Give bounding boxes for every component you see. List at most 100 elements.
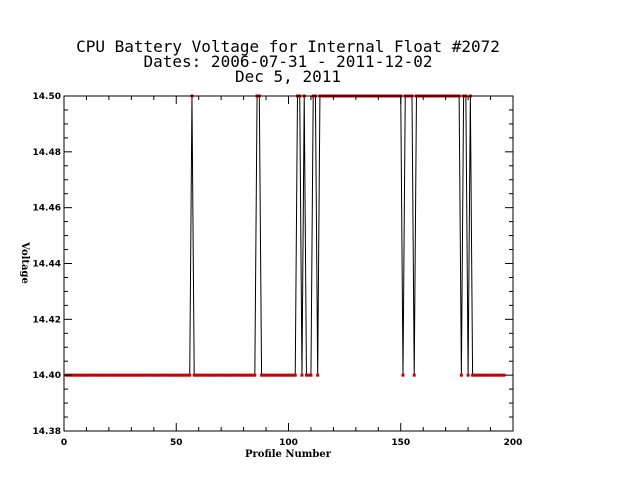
x-tick-label-200: 200: [504, 438, 523, 448]
data-point-70: [219, 373, 223, 377]
data-point-106: [300, 373, 304, 377]
data-point-29: [127, 373, 131, 377]
data-point-95: [275, 373, 279, 377]
data-point-196: [502, 373, 506, 377]
data-point-88: [260, 373, 264, 377]
data-point-31: [132, 373, 136, 377]
data-point-51: [177, 373, 180, 377]
data-point-40: [152, 373, 156, 377]
chart-title-line-3: Dec 5, 2011: [235, 67, 341, 86]
chart-title-line-2: Dates: 2006-07-31 - 2011-12-02: [144, 52, 433, 71]
y-tick-label-14.44: 14.44: [33, 260, 61, 270]
data-point-21: [109, 373, 113, 377]
data-point-67: [212, 373, 216, 377]
data-point-33: [136, 373, 140, 377]
data-point-73: [226, 373, 230, 377]
data-point-4: [71, 373, 75, 377]
data-point-156: [412, 373, 416, 377]
data-point-28: [125, 373, 129, 377]
data-point-39: [150, 373, 154, 377]
y-tick-label-14.46: 14.46: [33, 204, 61, 214]
data-point-11: [87, 373, 91, 377]
data-point-10: [84, 373, 88, 377]
x-axis-label: Profile Number: [245, 449, 332, 460]
data-point-190: [489, 373, 493, 377]
data-point-90: [264, 373, 268, 377]
data-point-9: [82, 373, 86, 377]
data-point-109: [307, 373, 311, 377]
data-point-183: [473, 373, 477, 377]
data-point-62: [201, 373, 205, 377]
data-point-108: [304, 373, 308, 377]
data-point-68: [215, 373, 219, 377]
data-point-101: [289, 373, 293, 377]
data-point-64: [206, 373, 210, 377]
data-point-100: [287, 373, 290, 377]
data-point-72: [224, 373, 228, 377]
data-point-41: [154, 373, 158, 377]
data-point-177: [459, 373, 463, 377]
data-point-23: [114, 373, 118, 377]
data-point-22: [111, 373, 115, 377]
data-point-26: [120, 373, 124, 377]
data-point-54: [183, 373, 187, 377]
data-point-37: [145, 373, 149, 377]
data-point-94: [273, 373, 277, 377]
data-point-97: [280, 373, 284, 377]
data-point-69: [217, 373, 221, 377]
data-point-32: [134, 373, 138, 377]
series-line: [66, 95, 505, 376]
data-point-43: [159, 373, 163, 377]
data-point-53: [181, 373, 185, 377]
data-point-34: [138, 373, 142, 377]
data-point-7: [78, 373, 82, 377]
data-point-59: [194, 373, 198, 377]
data-point-79: [239, 373, 243, 377]
data-point-180: [466, 373, 470, 377]
x-tick-label-150: 150: [391, 438, 410, 448]
data-point-82: [246, 373, 250, 377]
data-point-77: [235, 373, 239, 377]
data-point-191: [491, 373, 495, 377]
data-point-71: [221, 373, 225, 377]
data-point-81: [244, 373, 248, 377]
data-point-6: [75, 373, 79, 377]
data-point-75: [230, 373, 234, 377]
data-point-189: [486, 373, 490, 377]
data-point-66: [210, 373, 214, 377]
data-point-76: [233, 373, 237, 377]
data-point-47: [168, 373, 172, 377]
chart-title-line-1: CPU Battery Voltage for Internal Float #…: [76, 37, 500, 56]
data-point-78: [237, 373, 241, 377]
data-point-98: [282, 373, 286, 377]
data-point-55: [185, 373, 189, 377]
data-point-36: [143, 373, 147, 377]
data-point-193: [495, 373, 499, 377]
data-point-49: [172, 373, 176, 377]
series-layer: [64, 94, 506, 377]
data-point-19: [105, 373, 109, 377]
data-point-187: [482, 373, 486, 377]
data-point-20: [107, 373, 111, 377]
data-point-48: [170, 373, 174, 377]
y-axis-label: Voltage: [19, 241, 30, 284]
data-point-30: [129, 373, 133, 377]
data-point-188: [484, 373, 488, 377]
data-point-16: [98, 373, 102, 377]
data-point-74: [228, 373, 232, 377]
data-point-103: [293, 373, 297, 377]
data-point-44: [161, 373, 165, 377]
data-point-65: [208, 373, 212, 377]
data-point-24: [116, 373, 120, 377]
y-tick-label-14.40: 14.40: [33, 371, 61, 381]
data-point-89: [262, 373, 266, 377]
data-point-12: [89, 373, 93, 377]
data-point-56: [188, 373, 192, 377]
data-point-58: [192, 373, 196, 377]
data-point-195: [500, 373, 504, 377]
y-tick-label-14.38: 14.38: [33, 427, 61, 437]
data-point-110: [309, 373, 313, 377]
data-point-38: [147, 373, 151, 377]
data-point-46: [165, 373, 169, 377]
